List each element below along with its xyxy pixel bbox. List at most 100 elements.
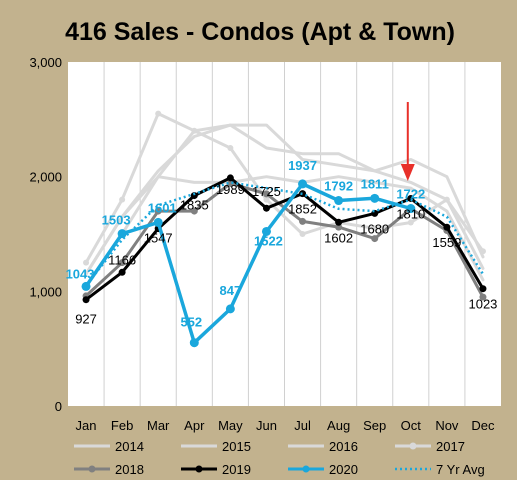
series-7-yr-avg (85, 181, 485, 287)
legend-marker (195, 465, 203, 473)
data-point-2020 (261, 226, 271, 236)
x-tick-label: Dec (471, 418, 495, 433)
data-point-2017 (407, 219, 414, 226)
data-point-2020 (81, 281, 91, 291)
legend-item-7-yr-avg: 7 Yr Avg (395, 462, 485, 477)
legend-item-2019: 2019 (181, 462, 251, 477)
data-point-2017 (443, 196, 450, 203)
legend-label: 7 Yr Avg (436, 462, 485, 477)
data-label-2019: 1989 (216, 182, 245, 197)
data-point-2020 (406, 204, 416, 214)
data-label-2020: 847 (220, 283, 242, 298)
series-line-2014 (84, 123, 485, 289)
data-label-2020: 1937 (288, 158, 317, 173)
data-point-2019 (118, 268, 126, 276)
x-tick-label: Feb (111, 418, 133, 433)
data-point-2020 (334, 196, 344, 206)
y-tick-label: 0 (55, 399, 62, 414)
data-point-2020 (189, 338, 199, 348)
data-point-2017 (119, 196, 126, 203)
chart-title: 416 Sales - Condos (Apt & Town) (65, 18, 455, 46)
data-label-2020: 1722 (396, 187, 425, 202)
data-point-2017 (227, 145, 234, 151)
data-label-2020: 1503 (102, 213, 131, 228)
y-tick-label: 2,000 (29, 170, 62, 185)
data-point-2020 (370, 193, 380, 203)
data-point-2017 (479, 248, 486, 255)
data-point-2019 (371, 209, 379, 217)
data-point-2018 (335, 223, 343, 231)
data-point-2017 (155, 110, 162, 117)
x-tick-label: Jun (256, 418, 277, 433)
data-point-2017 (299, 231, 306, 237)
series-line-2016 (84, 123, 485, 276)
x-tick-label: Jan (76, 418, 97, 433)
data-point-2019 (479, 285, 487, 293)
data-point-2019 (299, 190, 307, 198)
legend-item-2015: 2015 (181, 439, 251, 454)
legend-item-2014: 2014 (74, 439, 144, 454)
data-label-2019: 1725 (252, 184, 281, 199)
x-tick-label: Nov (435, 418, 459, 433)
legend-label: 2019 (222, 462, 251, 477)
data-label-2019: 1602 (324, 230, 353, 245)
data-label-2019: 1023 (468, 297, 497, 312)
data-label-2019: 1680 (360, 221, 389, 236)
x-tick-label: Oct (401, 418, 422, 433)
data-point-2019 (443, 223, 451, 231)
x-tick-label: Sep (363, 418, 386, 433)
series-2016 (84, 123, 485, 276)
series-2015 (84, 175, 485, 282)
series-line-2020 (84, 182, 413, 345)
x-tick-label: Aug (327, 418, 350, 433)
data-label-2019: 1852 (288, 202, 317, 217)
data-point-2017 (191, 127, 198, 134)
data-point-2019 (262, 204, 270, 212)
data-label-2020: 1043 (66, 266, 95, 281)
data-label-2020: 1811 (361, 176, 389, 191)
series-line-7-yr-avg (85, 181, 485, 287)
series-line-2015 (84, 175, 485, 282)
data-label-2019: 1547 (144, 231, 173, 246)
legend-label: 2014 (115, 439, 144, 454)
data-point-2018 (262, 190, 270, 198)
data-point-2018 (371, 235, 379, 243)
data-label-2020: 1601 (148, 200, 177, 215)
y-tick-label: 3,000 (29, 55, 62, 70)
annotation-arrow (400, 102, 415, 181)
data-point-2020 (225, 304, 235, 314)
legend-label: 2018 (115, 462, 144, 477)
legend-label: 2020 (329, 462, 358, 477)
data-point-2019 (190, 192, 198, 200)
legend-item-2018: 2018 (74, 462, 144, 477)
data-point-2020 (153, 217, 163, 227)
legend-item-2020: 2020 (288, 462, 358, 477)
legend-label: 2017 (436, 439, 465, 454)
data-point-2020 (298, 179, 308, 189)
data-label-2019: 927 (75, 312, 97, 327)
y-tick-label: 1,000 (29, 284, 62, 299)
data-label-2020: 1792 (324, 179, 353, 194)
data-point-2019 (335, 218, 343, 226)
data-point-2019 (82, 296, 90, 304)
data-point-2018 (118, 259, 126, 267)
series-2020 (81, 179, 416, 348)
legend-item-2016: 2016 (288, 439, 358, 454)
data-label-2020: 1522 (254, 233, 283, 248)
legend-marker (302, 465, 310, 473)
data-point-2018 (299, 217, 307, 225)
series-line-2019 (84, 176, 485, 302)
legend-marker (88, 465, 96, 473)
data-label-2020: 552 (180, 315, 202, 330)
series-2017 (83, 110, 486, 266)
legend-label: 2016 (329, 439, 358, 454)
x-tick-label: Mar (147, 418, 170, 433)
legend-item-2017: 2017 (395, 439, 465, 454)
x-tick-label: May (218, 418, 243, 433)
data-label-2019: 1810 (396, 206, 425, 221)
data-point-2018 (190, 207, 198, 215)
x-tick-label: Jul (294, 418, 311, 433)
data-point-2017 (83, 259, 90, 266)
